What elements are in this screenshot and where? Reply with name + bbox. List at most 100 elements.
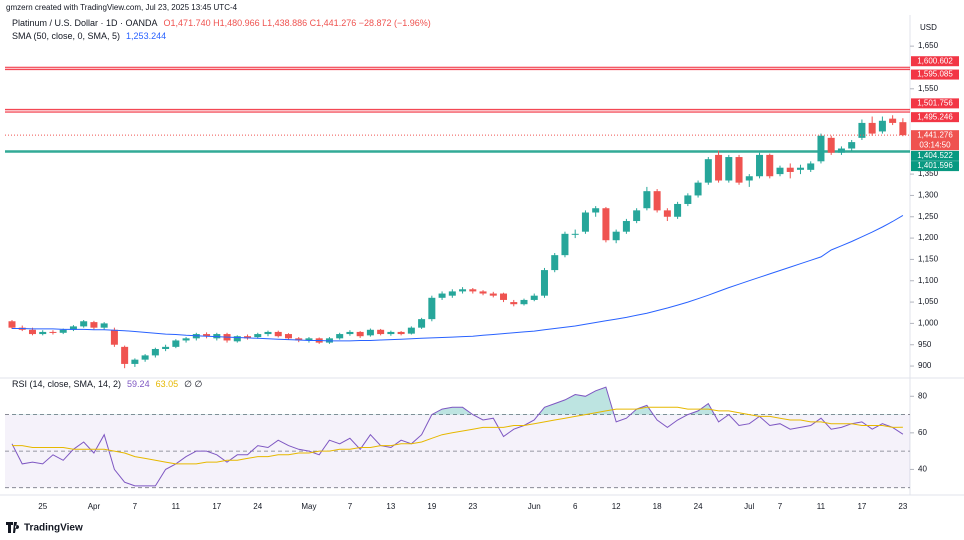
candle-body: [622, 221, 630, 232]
symbol-line: Platinum / U.S. Dollar · 1D · OANDA O1,47…: [12, 18, 431, 28]
level-label: 1,404.522: [917, 151, 953, 160]
y-tick-label: 1,000: [918, 319, 939, 328]
candle-body: [295, 338, 303, 341]
candle-body: [244, 336, 252, 339]
level-label-box: [911, 98, 959, 109]
candle-body: [39, 331, 47, 335]
y-tick-label: 60: [918, 428, 927, 437]
candle-body: [592, 208, 600, 213]
level-label-box: [911, 161, 959, 172]
sma-value: 1,253.244: [126, 31, 166, 41]
candle-body: [366, 329, 374, 336]
candle-body: [540, 270, 548, 296]
candle-body: [684, 195, 692, 204]
x-tick-label: 23: [898, 502, 907, 511]
x-tick-label: 7: [133, 502, 138, 511]
x-tick-label: 25: [38, 502, 47, 511]
x-tick-label: 11: [817, 502, 826, 511]
y-tick-label: 1,300: [918, 191, 939, 200]
level-band: [5, 150, 910, 153]
x-tick-label: 7: [348, 502, 353, 511]
candle-body: [827, 137, 835, 153]
brand-logo: [6, 522, 20, 533]
candle-body: [776, 167, 784, 175]
candle-body: [520, 299, 528, 305]
x-tick-label: 19: [427, 502, 436, 511]
overbought-fill: [12, 387, 903, 415]
candle-body: [141, 355, 149, 360]
candle-body: [571, 233, 579, 235]
candle-body: [489, 293, 497, 296]
level-label: 1,501.756: [917, 98, 953, 107]
candle-body: [90, 322, 98, 328]
level-band: [5, 67, 910, 70]
x-tick-label: 6: [573, 502, 578, 511]
candle-body: [837, 148, 845, 153]
y-tick-label: 950: [918, 340, 932, 349]
candle-body: [100, 323, 108, 328]
candle-body: [284, 334, 292, 339]
candle-body: [745, 176, 753, 181]
sma-legend: SMA (50, close, 0, SMA, 5) 1,253.244: [12, 31, 166, 41]
candle-body: [663, 210, 671, 217]
candle-body: [264, 331, 272, 335]
candle-body: [807, 163, 815, 170]
candle-body: [172, 340, 180, 347]
candle-body: [162, 346, 170, 349]
candle-body: [868, 122, 876, 134]
y-tick-label: 1,550: [918, 84, 939, 93]
rsi-ma-line: [12, 406, 903, 465]
level-label: 1,401.596: [917, 161, 953, 170]
y-tick-label: 1,250: [918, 212, 939, 221]
sma-name: SMA (50, close, 0, SMA, 5): [12, 31, 120, 41]
x-tick-label: 23: [468, 502, 477, 511]
x-tick-label: 18: [653, 502, 662, 511]
x-tick-label: May: [301, 502, 316, 511]
last-price-box: [911, 130, 959, 151]
candle-body: [182, 338, 190, 341]
candle-body: [786, 167, 794, 172]
x-tick-label: Apr: [88, 502, 101, 511]
candle-body: [715, 154, 723, 181]
candle-body: [448, 291, 456, 296]
sma-line: [12, 214, 904, 342]
candle-body: [500, 293, 508, 300]
candle-body: [28, 329, 36, 335]
candle-body: [858, 122, 866, 138]
level-band: [5, 109, 910, 113]
x-tick-label: 7: [778, 502, 783, 511]
x-tick-label: 24: [694, 502, 703, 511]
rsi-ma-value: 63.05: [156, 379, 179, 389]
candle-body: [305, 338, 313, 341]
candle-body: [121, 346, 129, 364]
x-tick-label: 17: [857, 502, 866, 511]
y-tick-label: 40: [918, 465, 927, 474]
y-tick-label: 1,350: [918, 169, 939, 178]
candle-body: [377, 329, 385, 335]
level-label: 1,595.085: [917, 70, 953, 79]
candle-body: [612, 231, 620, 241]
candle-body: [418, 319, 426, 328]
level-label-box: [911, 69, 959, 80]
credit: gmzern created with TradingView.com, Jul…: [6, 3, 238, 12]
x-tick-label: 12: [612, 502, 621, 511]
ohlc: O1,471.740 H1,480.966 L1,438.886 C1,441.…: [164, 18, 431, 28]
countdown: 03:14:50: [919, 140, 951, 149]
level-label-box: [911, 150, 959, 161]
x-tick-label: Jun: [528, 502, 541, 511]
x-tick-label: 13: [386, 502, 395, 511]
candle-body: [889, 118, 897, 123]
candle-body: [8, 321, 16, 328]
candle-body: [356, 331, 364, 337]
candle-body: [848, 142, 856, 149]
candle-body: [459, 289, 467, 292]
candle-body: [551, 255, 559, 271]
candle-body: [674, 203, 682, 217]
candle-body: [336, 334, 344, 339]
rsi-legend: RSI (14, close, SMA, 14, 2) 59.24 63.05 ∅ ∅: [12, 379, 202, 389]
y-tick-label: 1,200: [918, 233, 939, 242]
candle-body: [725, 157, 733, 181]
y-tick-label: 900: [918, 361, 932, 370]
y-tick-label: 80: [918, 391, 927, 400]
